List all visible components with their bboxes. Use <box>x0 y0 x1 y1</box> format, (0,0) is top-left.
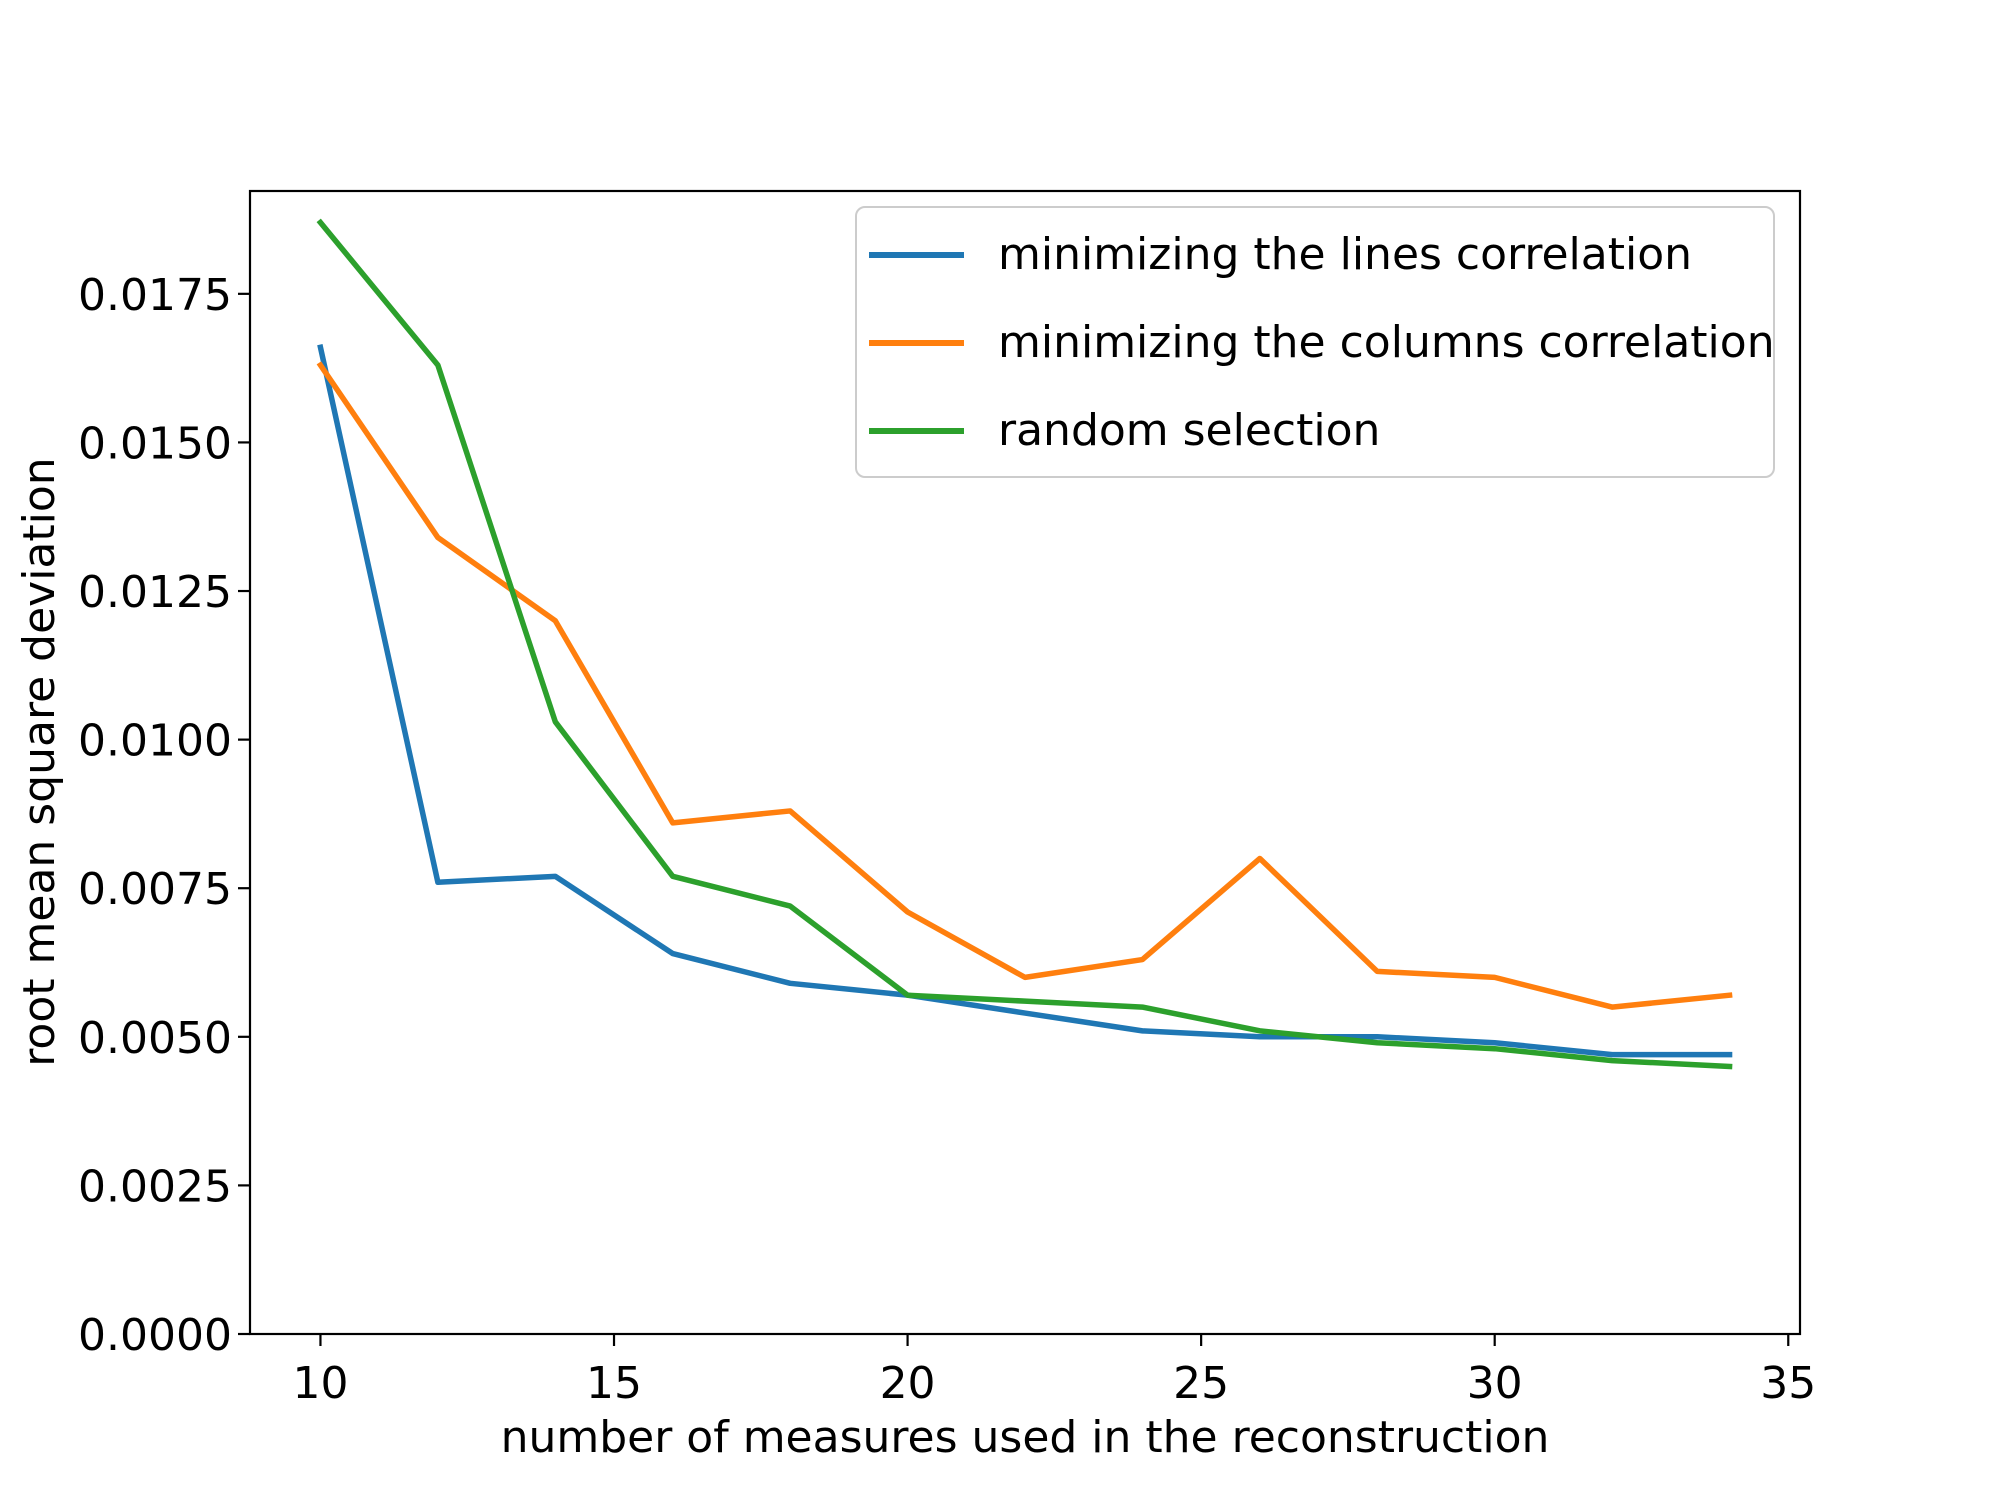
legend-label: minimizing the lines correlation <box>998 229 1693 280</box>
y-tick-label: 0.0175 <box>78 270 232 321</box>
legend-line-sample <box>869 252 964 258</box>
x-tick-label: 25 <box>1173 1358 1229 1409</box>
y-tick-label: 0.0125 <box>78 567 232 618</box>
series-line-0 <box>317 344 1733 1058</box>
x-axis-label: number of measures used in the reconstru… <box>500 1412 1550 1463</box>
y-tick-label: 0.0100 <box>78 716 232 767</box>
x-tick-label: 10 <box>292 1358 348 1409</box>
y-tick-label: 0.0150 <box>78 418 232 469</box>
legend-line-sample <box>869 340 964 346</box>
y-tick-label: 0.0050 <box>78 1013 232 1064</box>
x-tick-label: 35 <box>1760 1358 1816 1409</box>
legend-label: random selection <box>998 405 1381 456</box>
legend-entry-0: minimizing the lines correlation <box>869 211 1773 299</box>
y-tick-label: 0.0000 <box>78 1310 232 1361</box>
legend-entry-2: random selection <box>869 387 1773 475</box>
x-tick-label: 30 <box>1467 1358 1523 1409</box>
legend-entry-1: minimizing the columns correlation <box>869 299 1775 387</box>
x-tick-label: 20 <box>880 1358 936 1409</box>
legend-line-sample <box>869 428 964 434</box>
series-line-2 <box>316 218 1733 1070</box>
y-axis-label: root mean square deviation <box>14 457 65 1067</box>
y-tick-label: 0.0025 <box>78 1161 232 1212</box>
axes-spines <box>248 189 1802 1336</box>
legend: minimizing the lines correlation minimizi… <box>855 206 1775 478</box>
legend-label: minimizing the columns correlation <box>998 317 1775 368</box>
x-tick-label: 15 <box>586 1358 642 1409</box>
series-line-1 <box>316 361 1733 1010</box>
y-tick-label: 0.0075 <box>78 864 232 915</box>
